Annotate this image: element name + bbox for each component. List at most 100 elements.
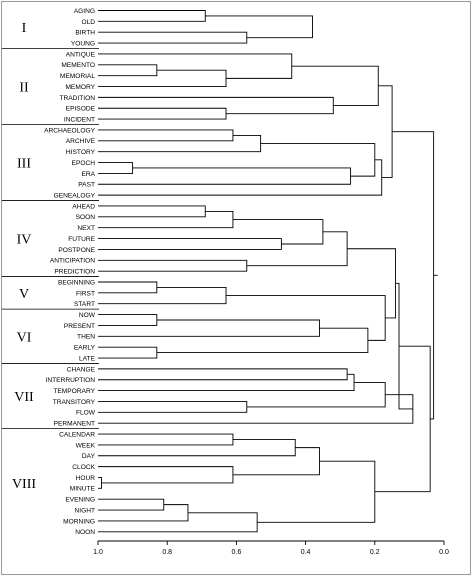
leaf-label: ERA xyxy=(81,171,95,178)
leaf-label: HISTORY xyxy=(66,149,96,156)
leaf-label: PERMANENT xyxy=(54,421,95,428)
cluster-link xyxy=(374,345,431,493)
leaf-label: EARLY xyxy=(74,345,96,352)
leaf-label: ARCHAEOLOGY xyxy=(44,127,96,134)
leaf-label: AGING xyxy=(74,8,95,15)
leaf-labels: AGING OLD BIRTH YOUNG ANTIQUE MEMENTO MEMORIAL… xyxy=(44,8,96,536)
leaf-label: TRADITION xyxy=(59,95,95,102)
group-label: VI xyxy=(17,330,32,345)
cluster-link xyxy=(98,286,227,305)
leaf-label: AHEAD xyxy=(72,203,95,210)
cluster-link xyxy=(98,477,102,489)
leaf-label: TRANSITORY xyxy=(53,399,96,406)
leaf-label: EVENING xyxy=(65,497,95,504)
cluster-links xyxy=(98,10,438,533)
cluster-link xyxy=(291,65,379,106)
leaf-label: PREDICTION xyxy=(54,269,95,276)
cluster-link xyxy=(98,498,165,511)
cluster-link xyxy=(98,346,158,359)
cluster-link xyxy=(98,159,383,196)
group-label: IV xyxy=(17,233,32,248)
cluster-link xyxy=(232,447,320,476)
cluster-link xyxy=(98,167,352,185)
leaf-label: HOUR xyxy=(76,475,96,482)
leaf-label: NOON xyxy=(75,529,95,536)
leaf-label: OLD xyxy=(81,19,95,26)
cluster-link xyxy=(98,129,234,142)
cluster-link xyxy=(98,281,158,294)
leaf-label: CHANGE xyxy=(67,366,96,373)
leaf-label: MEMORIAL xyxy=(60,73,96,80)
leaf-label: MEMORY xyxy=(65,84,95,91)
cluster-link xyxy=(98,31,248,44)
cluster-link xyxy=(98,368,348,381)
leaf-label: BEGINNING xyxy=(58,279,95,286)
cluster-link xyxy=(98,466,234,484)
leaf-label: CALENDAR xyxy=(59,431,95,438)
leaf-label: ARCHIVE xyxy=(66,138,96,145)
cluster-link xyxy=(98,394,414,424)
cluster-link xyxy=(98,401,248,413)
leaf-label: NIGHT xyxy=(74,507,95,514)
cluster-link xyxy=(98,238,282,250)
leaf-label: YOUNG xyxy=(71,40,95,47)
leaf-label: START xyxy=(74,301,95,308)
leaf-label: ANTICIPATION xyxy=(50,258,95,265)
group-label: VIII xyxy=(12,477,36,492)
group-label: II xyxy=(19,81,29,96)
leaf-label: TEMPORARY xyxy=(53,388,95,395)
cluster-link xyxy=(98,210,234,229)
cluster-link xyxy=(98,96,334,115)
leaf-label: NEXT xyxy=(77,225,95,232)
cluster-link xyxy=(98,64,158,77)
leaf-label: FLOW xyxy=(76,410,96,417)
leaf-label: CLOCK xyxy=(72,464,95,471)
cluster-link xyxy=(98,69,227,87)
axis-tick-label: 0.6 xyxy=(232,549,242,556)
leaf-label: INCIDENT xyxy=(64,117,95,124)
leaf-label: NOW xyxy=(79,312,96,319)
axis-tick-label: 1.0 xyxy=(93,549,103,556)
leaf-label: DAY xyxy=(82,453,96,460)
axis-tick-label: 0.2 xyxy=(370,549,380,556)
cluster-link xyxy=(246,231,348,267)
leaf-label: PRESENT xyxy=(64,323,95,330)
cluster-link xyxy=(98,10,206,22)
similarity-axis: 1.0 0.8 0.6 0.4 0.2 0.0 xyxy=(93,540,449,556)
leaf-label: EPOCH xyxy=(72,160,96,167)
cluster-link xyxy=(246,382,386,408)
cluster-link xyxy=(98,373,355,392)
group-label: V xyxy=(19,287,29,302)
axis-tick-label: 0.0 xyxy=(439,549,449,556)
cluster-link xyxy=(98,319,320,337)
cluster-link xyxy=(98,504,189,522)
group-label: III xyxy=(17,157,31,172)
leaf-label: ANTIQUE xyxy=(66,51,96,58)
leaf-label: SOON xyxy=(76,214,96,221)
cluster-link xyxy=(347,248,397,319)
leaf-label: FIRST xyxy=(76,290,95,297)
leaf-label: PAST xyxy=(78,182,95,189)
axis-tick-label: 0.8 xyxy=(162,549,172,556)
cluster-link xyxy=(232,219,324,245)
leaf-label: LATE xyxy=(79,355,96,362)
cluster-link xyxy=(392,131,435,420)
cluster-link xyxy=(205,15,313,39)
leaf-label: MEMENTO xyxy=(61,62,95,69)
cluster-link xyxy=(98,134,262,153)
leaf-label: FUTURE xyxy=(68,236,95,243)
leaf-label: BIRTH xyxy=(75,30,95,37)
cluster-link xyxy=(156,327,369,354)
cluster-link xyxy=(98,107,227,120)
group-separators xyxy=(2,48,99,430)
cluster-link xyxy=(98,314,158,326)
group-label: VII xyxy=(14,390,34,405)
leaf-label: WEEK xyxy=(76,442,96,449)
cluster-link xyxy=(98,53,293,79)
cluster-link xyxy=(378,85,393,178)
leaf-label: GENEALOGY xyxy=(54,193,96,200)
leaf-label: MORNING xyxy=(63,518,95,525)
